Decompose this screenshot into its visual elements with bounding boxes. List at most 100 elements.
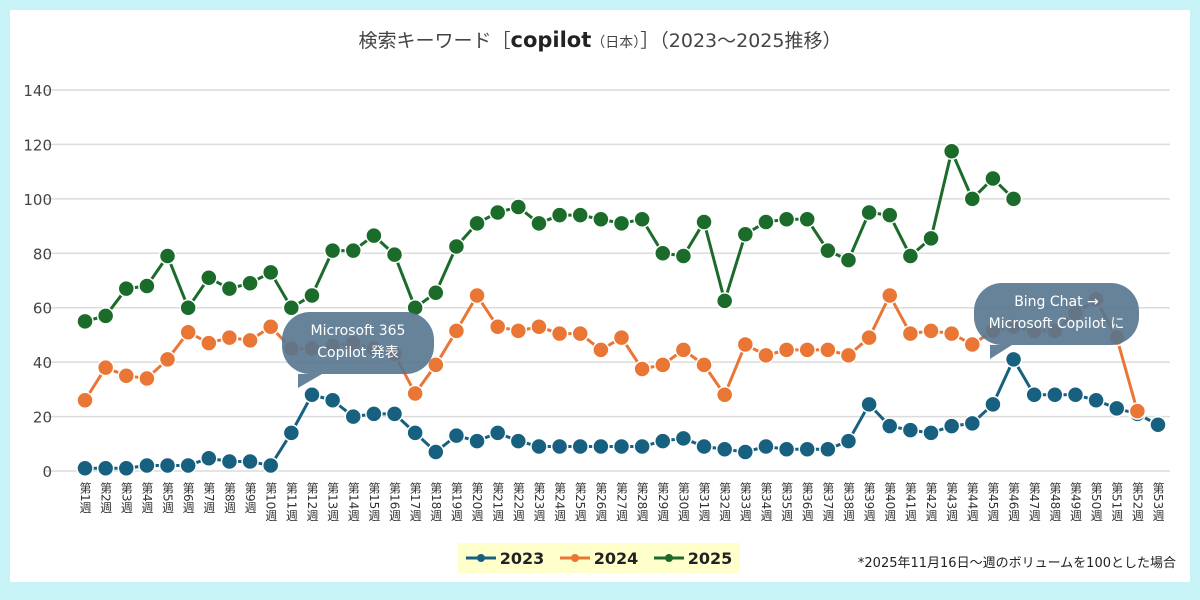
- data-point-2025: [323, 241, 342, 260]
- legend: 2023 2024 2025: [458, 543, 740, 573]
- x-tick-label: 第1週: [78, 482, 92, 514]
- data-point-2023: [468, 432, 486, 450]
- data-point-2024: [571, 324, 589, 343]
- data-point-2023: [654, 432, 672, 450]
- x-tick-label: 第42週: [924, 482, 939, 522]
- data-point-2025: [860, 203, 878, 222]
- data-point-2023: [550, 437, 569, 456]
- x-tick-label: 第7週: [201, 482, 216, 514]
- title-keyword: copilot: [510, 28, 592, 52]
- data-point-2023: [881, 417, 899, 435]
- x-tick-label: 第53週: [1151, 482, 1165, 522]
- x-tick-label: 第12週: [304, 482, 319, 522]
- title-region: （日本）: [591, 35, 641, 51]
- legend-label: 2025: [687, 548, 733, 568]
- x-tick-label: 第17週: [408, 482, 423, 522]
- callout-line: Microsoft 365: [310, 323, 406, 339]
- data-point-2025: [427, 283, 445, 302]
- x-tick-label: 第35週: [779, 482, 794, 522]
- data-point-2024: [241, 331, 259, 350]
- data-point-2024: [757, 346, 775, 365]
- x-tick-label: 第4週: [139, 482, 154, 514]
- data-point-2023: [633, 437, 651, 456]
- x-tick-label: 第41週: [903, 482, 918, 522]
- x-tick-label: 第29週: [655, 482, 670, 522]
- data-point-2025: [612, 214, 631, 233]
- data-point-2025: [633, 210, 651, 229]
- data-point-2023: [922, 424, 940, 442]
- callout-bubble: [282, 312, 434, 374]
- x-tick-label: 第22週: [511, 482, 526, 522]
- data-point-2023: [385, 405, 404, 423]
- data-point-2023: [323, 391, 342, 409]
- x-tick-label: 第14週: [346, 482, 361, 522]
- x-tick-label: 第45週: [985, 482, 1000, 522]
- x-tick-label: 第47週: [1027, 482, 1042, 522]
- footnote: *2025年11月16日～週のボリュームを100とした場合: [857, 556, 1176, 571]
- data-point-2025: [282, 298, 301, 317]
- data-point-2023: [736, 443, 755, 461]
- data-point-2024: [468, 286, 486, 305]
- data-point-2025: [241, 274, 259, 292]
- data-point-2023: [406, 424, 424, 442]
- data-point-2025: [922, 229, 940, 248]
- data-point-2024: [798, 341, 816, 359]
- data-point-2024: [695, 356, 713, 374]
- data-point-2024: [427, 356, 445, 374]
- legend-swatch: [559, 554, 590, 562]
- legend-label: 2023: [499, 548, 545, 568]
- data-point-2024: [550, 324, 569, 343]
- y-tick-label: 60: [33, 300, 52, 318]
- data-point-2024: [261, 318, 280, 336]
- title-prefix: 検索キーワード［: [358, 30, 511, 52]
- data-point-2023: [365, 405, 383, 423]
- x-tick-label: 第19週: [449, 482, 464, 522]
- data-point-2024: [860, 328, 878, 347]
- data-point-2023: [261, 456, 280, 475]
- data-point-2025: [984, 169, 1002, 188]
- y-tick-label: 20: [33, 409, 52, 427]
- legend-item-2024: 2024: [559, 549, 638, 568]
- data-point-2025: [839, 251, 858, 269]
- x-tick-label: 第38週: [841, 482, 856, 522]
- data-point-2023: [777, 440, 796, 458]
- data-point-2025: [200, 269, 218, 287]
- chart-title: 検索キーワード［copilot（日本）］（2023～2025推移）: [0, 26, 1200, 53]
- x-tick-label: 第27週: [614, 482, 629, 522]
- x-tick-label: 第39週: [862, 482, 877, 522]
- data-point-2025: [117, 279, 136, 298]
- x-tick-label: 第37週: [820, 482, 835, 522]
- data-point-2025: [942, 142, 961, 160]
- data-point-2024: [819, 341, 837, 359]
- data-point-2024: [179, 323, 197, 341]
- data-point-2025: [881, 206, 899, 224]
- x-tick-label: 第36週: [800, 482, 815, 522]
- x-tick-label: 第28週: [635, 482, 650, 522]
- data-point-2024: [200, 334, 218, 352]
- data-point-2023: [117, 459, 136, 478]
- x-tick-label: 第8週: [222, 482, 237, 514]
- data-point-2023: [819, 440, 837, 458]
- data-point-2023: [488, 424, 507, 442]
- data-point-2025: [220, 279, 239, 298]
- data-point-2023: [1066, 386, 1085, 404]
- data-point-2025: [901, 247, 920, 265]
- data-point-2025: [138, 277, 156, 295]
- data-point-2024: [674, 341, 693, 359]
- data-point-2025: [715, 292, 734, 310]
- data-point-2023: [612, 437, 631, 456]
- y-tick-label: 0: [42, 463, 52, 481]
- data-point-2025: [365, 226, 383, 245]
- series-line-2025: [84, 146, 1015, 323]
- data-point-2023: [860, 395, 878, 414]
- data-point-2024: [488, 318, 507, 336]
- data-point-2023: [96, 459, 115, 478]
- data-point-2023: [427, 443, 445, 461]
- data-point-2024: [839, 346, 858, 365]
- data-point-2025: [488, 203, 507, 222]
- x-tick-label: 第52週: [1130, 482, 1145, 522]
- data-point-2024: [942, 324, 961, 343]
- data-point-2023: [1149, 415, 1167, 434]
- data-point-2025: [447, 237, 466, 256]
